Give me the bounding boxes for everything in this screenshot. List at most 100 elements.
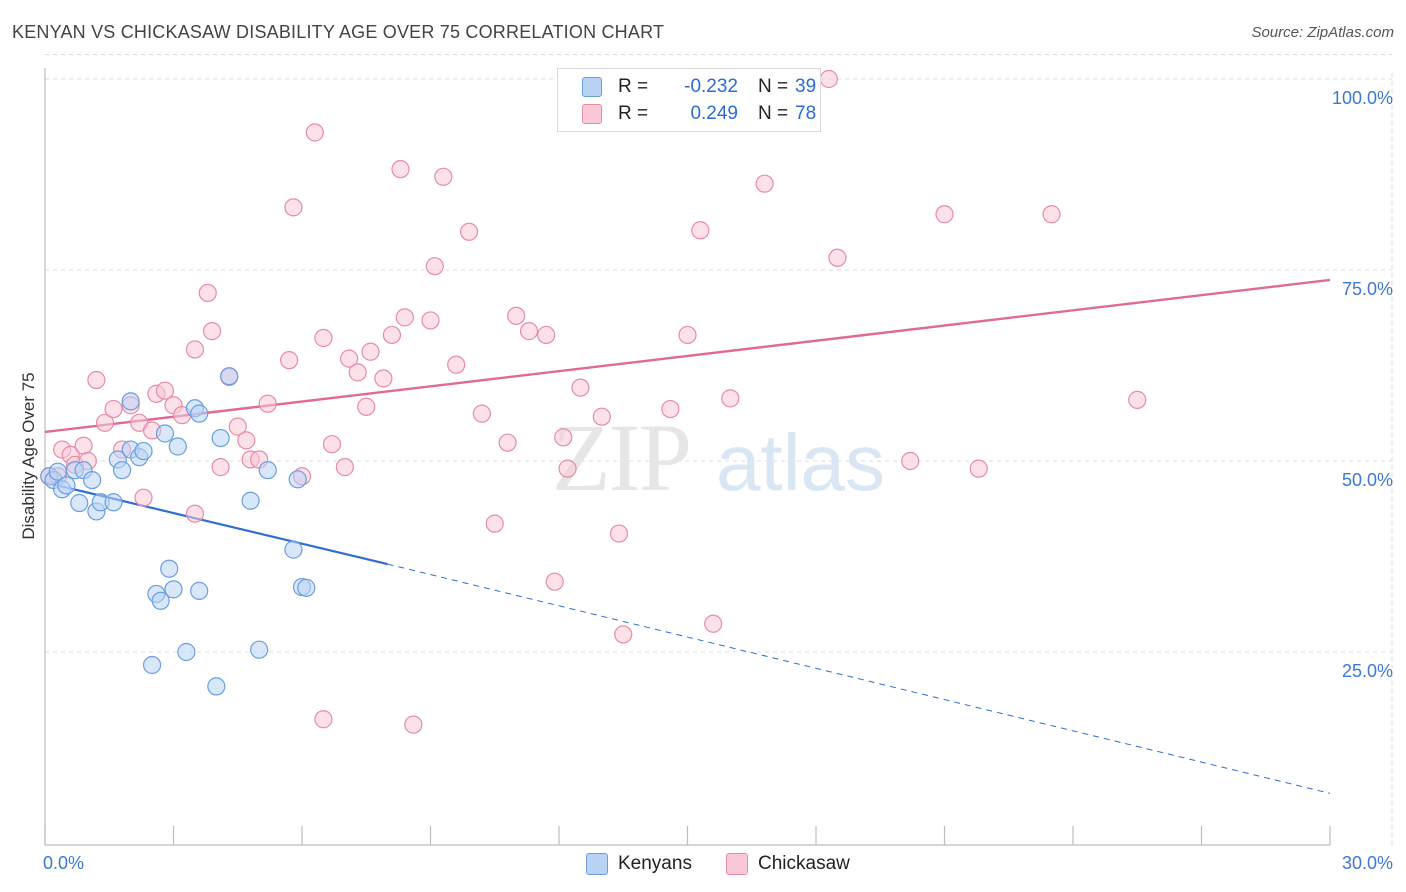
chickasaw-point (305, 123, 324, 142)
chickasaw-point (592, 407, 611, 426)
chickasaw-point (348, 363, 367, 382)
chickasaw-point (507, 306, 526, 325)
x-tick-label: 30.0% (1342, 853, 1393, 873)
kenyans-point (207, 677, 226, 696)
chickasaw-point (357, 397, 376, 416)
chickasaw-point (969, 459, 988, 478)
kenyans-point (57, 476, 76, 495)
chickasaw-point (228, 417, 247, 436)
chickasaw-point (322, 435, 342, 454)
chickasaw-point (258, 394, 277, 413)
chickasaw-point (609, 524, 629, 543)
kenyans-point (155, 424, 175, 443)
kenyans-point (168, 437, 187, 456)
kenyans-point (134, 441, 153, 461)
chickasaw-point (537, 325, 556, 345)
chickasaw-point (335, 458, 354, 477)
kenyans-points (40, 367, 316, 696)
chickasaw-point (185, 504, 205, 523)
chickasaw-point (202, 322, 222, 341)
r-value: 0.249 (690, 103, 738, 124)
kenyans-trend-extension (387, 563, 1331, 794)
chickasaw-point (447, 355, 466, 374)
chickasaw-point (155, 381, 175, 400)
kenyans-point (220, 367, 239, 386)
chickasaw-point (545, 572, 564, 591)
kenyans-point (164, 580, 183, 599)
chickasaw-point (361, 342, 380, 361)
legend-label-kenyans: Kenyans (618, 853, 692, 874)
chickasaw-point (1042, 205, 1061, 224)
legend-label-chickasaw: Chickasaw (758, 853, 850, 874)
chickasaw-point (614, 625, 633, 644)
chickasaw-point (425, 257, 444, 276)
chickasaw-point (678, 325, 697, 345)
kenyans-point (112, 461, 132, 480)
chickasaw-point (434, 167, 453, 186)
chickasaw-point (314, 710, 333, 729)
kenyans-point (288, 470, 307, 489)
chickasaw-point (198, 283, 217, 303)
kenyans-point (160, 559, 179, 578)
y-tick-label: 75.0% (1342, 279, 1393, 299)
chickasaw-point (459, 222, 479, 241)
r-label: R = (618, 76, 649, 97)
axes (44, 68, 1331, 846)
chickasaw-points (40, 69, 1147, 734)
kenyans-point (190, 581, 209, 600)
watermark-atlas: atlas (716, 418, 885, 507)
x-tick-label: 0.0% (43, 853, 84, 873)
chickasaw-point (211, 458, 230, 477)
chickasaw-point (819, 69, 838, 89)
chickasaw-point (237, 431, 256, 450)
chickasaw-point (314, 328, 333, 348)
chickasaw-point (134, 488, 153, 507)
y-axis-label: Disability Age Over 75 (19, 372, 38, 539)
chickasaw-point (935, 205, 954, 224)
n-label: N = (758, 103, 789, 124)
y-tick-label: 25.0% (1342, 661, 1393, 681)
kenyans-point (70, 493, 89, 513)
chickasaw-point (472, 404, 491, 423)
chickasaw-point (554, 428, 573, 447)
chickasaw-point (558, 459, 577, 478)
n-value: 39 (795, 76, 817, 97)
chickasaw-point (421, 311, 440, 330)
chickasaw-point (74, 436, 93, 455)
chickasaw-point (571, 378, 590, 397)
trend-lines (44, 278, 1331, 794)
chickasaw-swatch (726, 853, 748, 875)
n-label: N = (758, 76, 789, 97)
kenyans-point (258, 461, 277, 480)
chickasaw-point (382, 325, 402, 345)
chickasaw-point (519, 322, 539, 341)
chickasaw-point (704, 614, 723, 633)
chickasaw-point (95, 413, 115, 432)
kenyans-point (241, 491, 260, 510)
kenyans-point (190, 404, 209, 423)
kenyans-point (211, 428, 230, 448)
chickasaw-point (755, 174, 774, 193)
chart-title: KENYAN VS CHICKASAW DISABILITY AGE OVER … (12, 22, 665, 42)
chickasaw-swatch (582, 104, 602, 124)
kenyans-point (284, 540, 303, 559)
grid-lines (45, 54, 1393, 845)
kenyans-point (250, 640, 269, 659)
tick-labels: 25.0% 50.0% 75.0% 100.0% 0.0% 30.0% (43, 88, 1393, 873)
chickasaw-point (104, 399, 123, 419)
correlation-legend: R = -0.232 N = 39 R = 0.249 N = 78 (557, 68, 821, 132)
chickasaw-point (1128, 390, 1147, 409)
kenyans-point (297, 578, 316, 597)
watermark: ZIP atlas (552, 404, 885, 511)
chickasaw-point (391, 160, 410, 179)
kenyans-point (151, 591, 170, 610)
chickasaw-point (185, 340, 205, 359)
kenyans-point (83, 471, 102, 490)
chickasaw-point (721, 389, 740, 408)
chickasaw-point (661, 399, 680, 419)
chickasaw-point (395, 308, 414, 327)
source-credit: Source: ZipAtlas.com (1251, 24, 1394, 41)
kenyans-point (104, 493, 123, 512)
r-value: -0.232 (684, 76, 738, 97)
n-value: 78 (795, 103, 817, 124)
